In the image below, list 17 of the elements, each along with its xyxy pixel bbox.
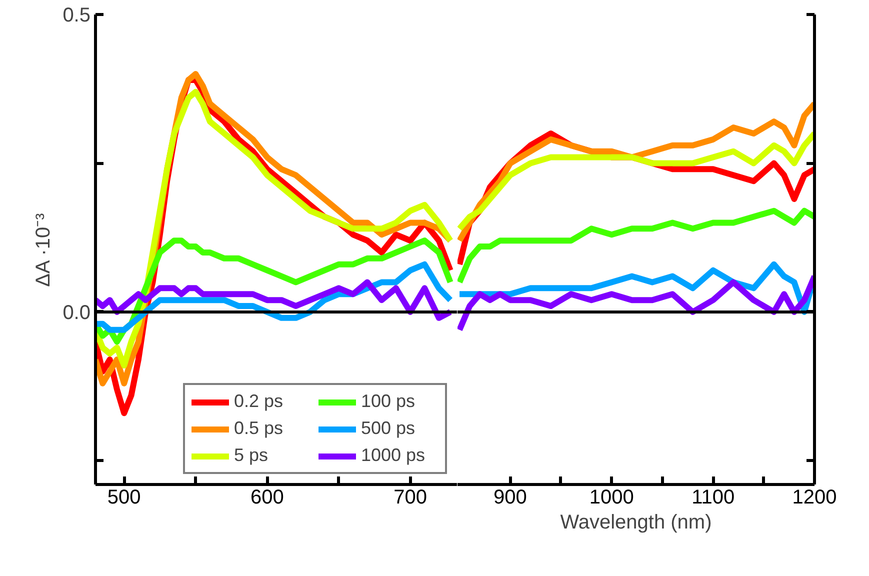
legend-label: 100 ps — [361, 391, 416, 412]
legend-label: 0.2 ps — [234, 391, 284, 412]
legend-label: 500 ps — [361, 418, 416, 439]
x-axis-title: Wavelength (nm) — [560, 512, 712, 534]
y-tick-label: 0.5 — [62, 4, 91, 26]
x-tick-label: 1200 — [792, 486, 837, 508]
x-tick-label: 500 — [107, 486, 141, 508]
y-tick-label: 0.0 — [62, 302, 91, 324]
legend-label: 1000 ps — [361, 445, 426, 466]
legend-label: 5 ps — [234, 445, 270, 466]
x-tick-label: 700 — [394, 486, 427, 508]
x-tick-label: 600 — [250, 486, 284, 508]
y-axis-title: ΔA ·10⁻³ — [32, 212, 55, 287]
x-tick-label: 1000 — [589, 486, 634, 508]
x-tick-label: 900 — [494, 486, 527, 508]
x-tick-label: 1100 — [692, 486, 735, 508]
legend-label: 0.5 ps — [234, 418, 284, 439]
